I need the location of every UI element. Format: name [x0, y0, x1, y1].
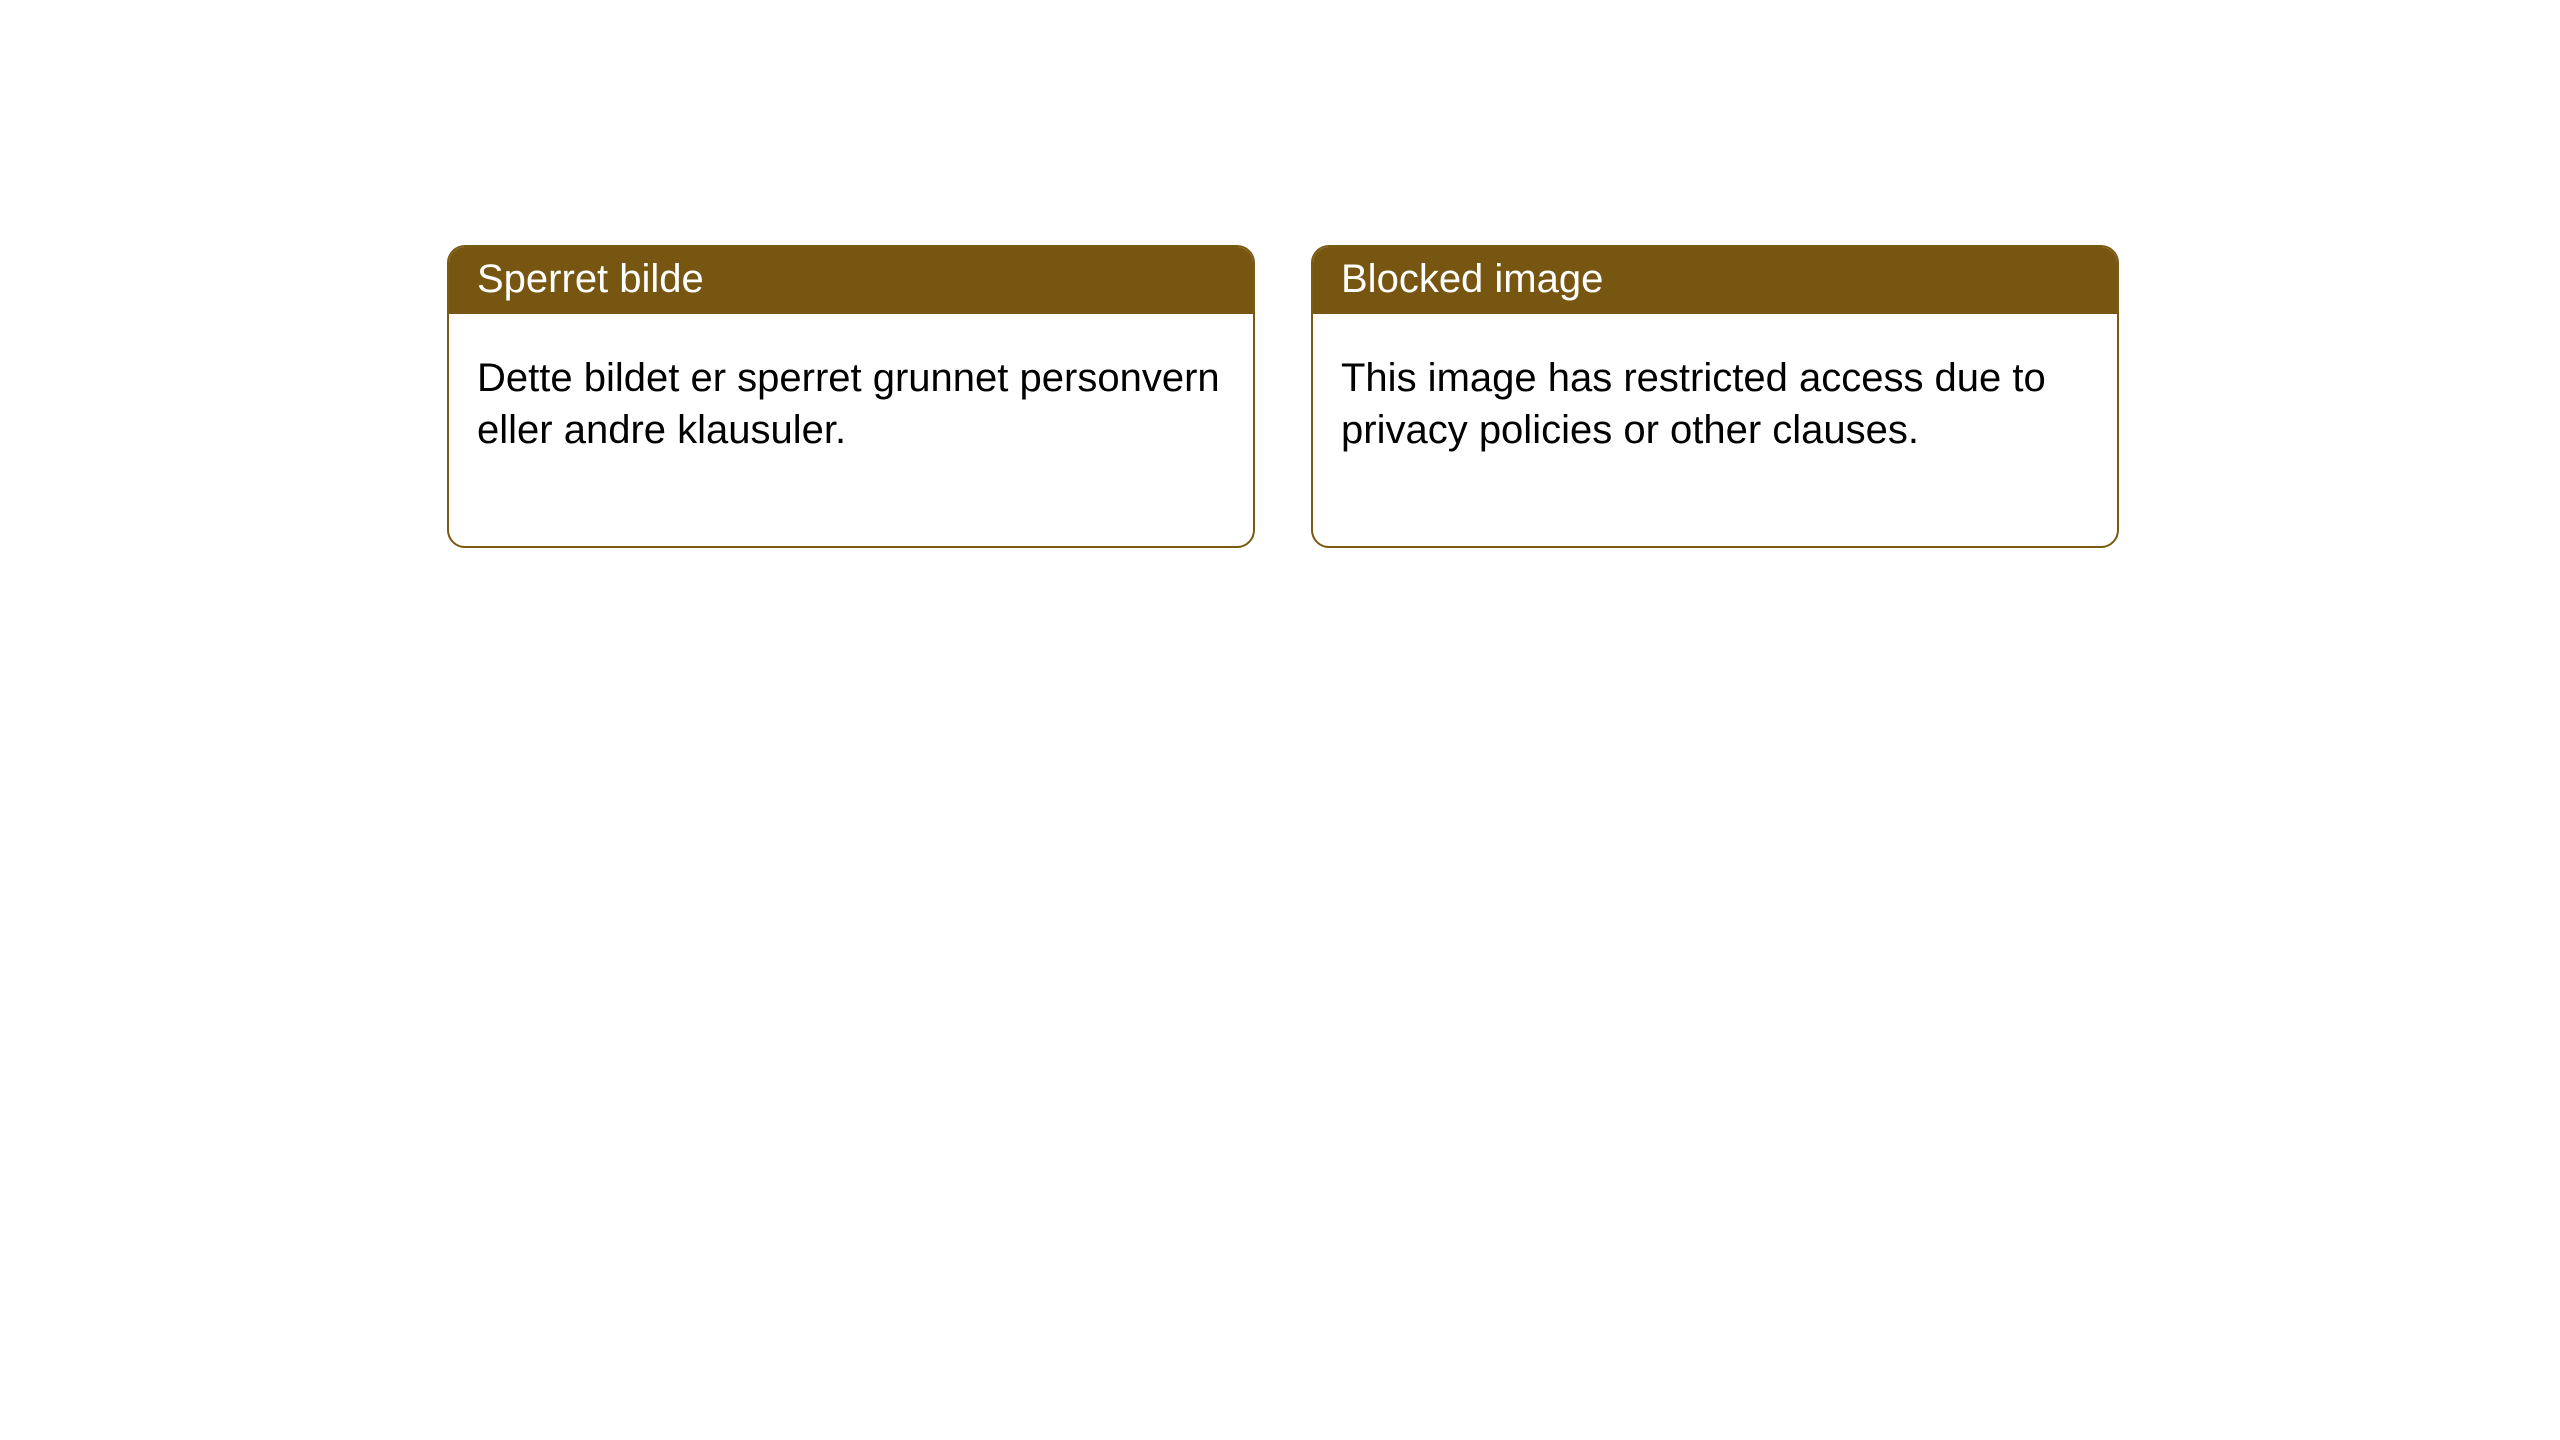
notice-card-norwegian: Sperret bilde Dette bildet er sperret gr… — [447, 245, 1255, 548]
notice-body: Dette bildet er sperret grunnet personve… — [449, 314, 1253, 546]
notice-title: Sperret bilde — [449, 247, 1253, 314]
notice-title: Blocked image — [1313, 247, 2117, 314]
notice-card-english: Blocked image This image has restricted … — [1311, 245, 2119, 548]
notice-body: This image has restricted access due to … — [1313, 314, 2117, 546]
notice-container: Sperret bilde Dette bildet er sperret gr… — [0, 0, 2560, 548]
